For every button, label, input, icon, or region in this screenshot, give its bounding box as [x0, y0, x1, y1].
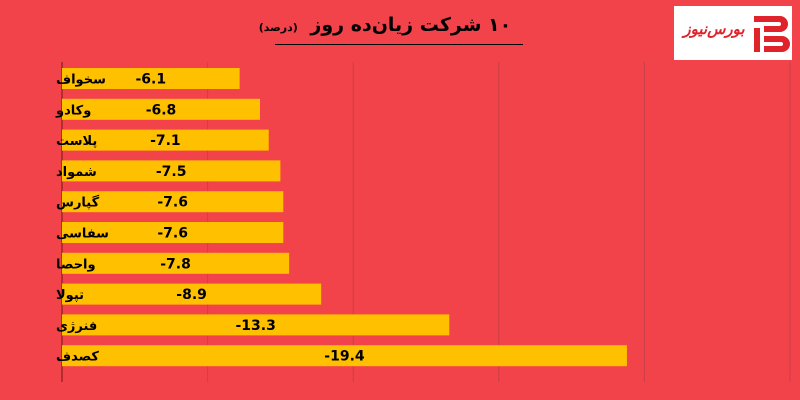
bourse-news-logo-icon [754, 16, 790, 52]
bar [62, 191, 284, 213]
chart-title-text: ۱۰ شرکت زیان‌ده روز [310, 14, 512, 36]
bourse-news-logo: بورس‌نیوز [674, 6, 792, 60]
category-label: سخواف [56, 73, 106, 88]
bar [62, 314, 450, 336]
bar [62, 252, 290, 274]
bar-value-label: -7.1 [150, 133, 181, 149]
category-label: واحصا [56, 257, 96, 272]
bar-value-label: -7.8 [160, 256, 191, 272]
chart-unit: (درصد) [258, 21, 298, 34]
bar [62, 160, 281, 182]
category-label: تپولا [56, 288, 84, 303]
bar [62, 68, 240, 89]
bar-value-label: -7.6 [157, 195, 188, 211]
bar-value-label: -7.6 [157, 226, 188, 242]
bar-value-label: -7.5 [156, 164, 187, 180]
bar [62, 222, 284, 243]
category-label: گپارس [56, 195, 100, 211]
bar [62, 129, 269, 151]
category-label: وکادو [55, 103, 91, 118]
title-underline [275, 44, 523, 45]
chart-title: ۱۰ شرکت زیان‌ده روز (درصد) [240, 14, 530, 36]
category-label: پلاست [56, 134, 97, 149]
bar-value-label: -6.1 [136, 72, 167, 88]
category-label: فنرژی [56, 319, 97, 334]
category-label: کصدف [56, 350, 99, 365]
bar-value-label: -8.9 [176, 287, 207, 303]
logo-text: بورس‌نیوز [683, 20, 745, 38]
category-label: شمواد [56, 165, 97, 180]
bar [62, 283, 322, 305]
bar-value-label: -19.4 [324, 349, 365, 365]
bar-value-label: -6.8 [146, 102, 177, 118]
bar [62, 98, 261, 120]
category-label: سفاسی [56, 227, 109, 242]
bar-value-label: -13.3 [235, 318, 275, 334]
bar [62, 345, 627, 367]
